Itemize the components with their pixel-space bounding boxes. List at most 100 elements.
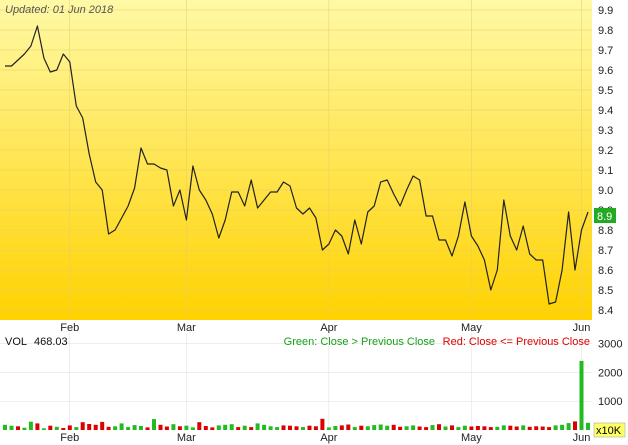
- volume-bar: [560, 424, 565, 430]
- volume-bar: [126, 427, 131, 430]
- volume-bar: [430, 425, 435, 430]
- volume-bar: [521, 425, 526, 430]
- volume-bar: [534, 426, 539, 430]
- volume-bar: [229, 424, 234, 430]
- volume-bar: [113, 426, 118, 430]
- volume-bar: [346, 424, 351, 430]
- price-line: [5, 25, 589, 305]
- volume-bar: [164, 426, 169, 430]
- volume-bar: [158, 424, 163, 430]
- price-tick-label: 8.8: [598, 225, 613, 237]
- volume-bar: [359, 425, 364, 430]
- volume-bar: [35, 423, 40, 430]
- volume-bar: [268, 426, 273, 430]
- volume-bar: [301, 427, 305, 430]
- volume-bar: [275, 427, 280, 430]
- volume-bar: [203, 426, 208, 430]
- price-month-label: Jun: [573, 322, 591, 334]
- volume-bar: [547, 427, 552, 430]
- price-tick-label: 9.3: [598, 125, 613, 137]
- volume-bar: [80, 422, 85, 430]
- volume-bar: [145, 427, 150, 430]
- volume-bar: [242, 425, 247, 430]
- price-tick-label: 9.0: [598, 185, 613, 197]
- price-badge: 8.9: [594, 208, 616, 223]
- volume-bar: [553, 425, 558, 430]
- price-tick-label: 9.8: [598, 25, 613, 37]
- volume-month-label: Feb: [60, 432, 79, 444]
- price-tick-label: 8.5: [598, 285, 613, 297]
- volume-bar: [501, 425, 506, 430]
- volume-value: 468.03: [34, 336, 68, 348]
- volume-bar: [391, 424, 396, 430]
- price-tick-label: 8.6: [598, 265, 613, 277]
- volume-bar: [527, 426, 532, 430]
- volume-bar: [255, 423, 260, 430]
- price-tick-label: 8.4: [598, 305, 613, 317]
- volume-bar: [586, 422, 590, 430]
- volume-bar: [236, 427, 241, 430]
- volume-bar: [307, 425, 312, 430]
- price-month-label: Apr: [320, 322, 337, 334]
- volume-bar: [197, 422, 202, 430]
- volume-bar: [508, 425, 513, 430]
- volume-bar: [320, 418, 325, 430]
- volume-bar: [177, 426, 182, 430]
- volume-bar: [93, 424, 98, 430]
- red-legend: Red: Close <= Previous Close: [443, 336, 590, 348]
- volume-bar: [495, 426, 500, 430]
- price-badge-box: [594, 208, 616, 223]
- volume-bar: [139, 426, 143, 430]
- volume-bar: [9, 425, 14, 430]
- volume-bar: [326, 427, 331, 430]
- volume-bar: [184, 425, 189, 430]
- volume-bar: [41, 428, 46, 430]
- volume-bar: [482, 426, 487, 430]
- volume-bar: [210, 427, 215, 430]
- volume-month-label: May: [461, 432, 482, 444]
- volume-bar: [573, 421, 577, 430]
- price-tick-label: 9.6: [598, 65, 613, 77]
- volume-bar: [352, 427, 357, 430]
- volume-bar: [437, 424, 441, 430]
- volume-time-axis: Feb Mar Apr May Jun: [60, 432, 590, 444]
- volume-bar: [417, 426, 422, 430]
- volume-bar: [223, 424, 228, 430]
- volume-bar: [190, 427, 195, 430]
- volume-bar: [216, 425, 221, 430]
- updated-label: Updated: 01 Jun 2018: [5, 4, 114, 16]
- volume-bar: [443, 426, 448, 430]
- price-month-label: Feb: [60, 322, 79, 334]
- volume-multiplier-box: [593, 422, 626, 438]
- volume-bar: [132, 425, 137, 430]
- volume-bar: [475, 426, 480, 430]
- volume-bar: [262, 424, 267, 430]
- volume-bar: [171, 424, 176, 430]
- volume-bar: [566, 423, 571, 430]
- volume-bar: [462, 425, 467, 430]
- price-tick-label: 8.7: [598, 245, 613, 257]
- price-tick-label: 9.7: [598, 45, 613, 57]
- volume-bar: [514, 426, 519, 430]
- price-axis-ticks: 8.4 8.5 8.6 8.7 8.8 8.9 9.0 9.1 9.2 9.3 9.4 9.5 9.6 9…: [598, 5, 613, 317]
- volume-bar: [404, 426, 409, 430]
- volume-gridlines: [0, 333, 592, 430]
- volume-bar: [294, 426, 299, 430]
- volume-bar: [365, 426, 370, 430]
- volume-bar: [450, 425, 454, 430]
- price-month-label: May: [461, 322, 482, 334]
- volume-multiplier-text: x10K: [596, 425, 622, 437]
- volume-bar: [385, 425, 390, 430]
- volume-bar: [579, 360, 584, 430]
- volume-month-label: Mar: [177, 432, 196, 444]
- volume-month-label: Jun: [573, 432, 591, 444]
- volume-bar: [333, 426, 338, 430]
- volume-bar: [152, 419, 156, 430]
- volume-bar: [339, 425, 344, 430]
- volume-bar: [67, 425, 72, 430]
- volume-bar: [281, 425, 286, 430]
- volume-bar: [424, 427, 429, 430]
- volume-bar: [488, 427, 493, 430]
- volume-bar: [469, 426, 474, 430]
- volume-bar: [456, 427, 461, 430]
